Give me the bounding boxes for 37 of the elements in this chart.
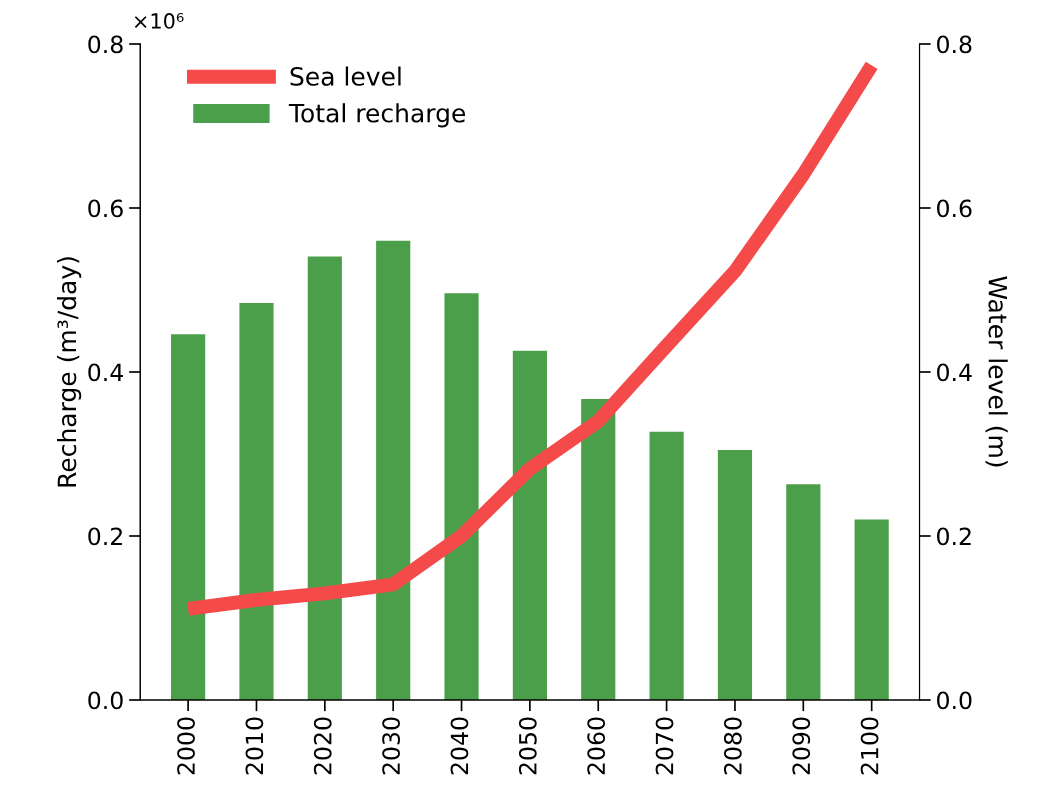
bar: [307, 256, 342, 700]
bar: [717, 449, 753, 700]
y-tick-label: 0.2: [88, 527, 122, 546]
bar: [854, 519, 889, 700]
bar: [444, 293, 479, 700]
y-axis-title: Recharge (m³/day): [56, 257, 82, 487]
x-tick-label: 2020: [313, 717, 332, 775]
bar: [581, 399, 616, 700]
legend-label: Total recharge: [288, 103, 466, 128]
x-tick-label: 2060: [587, 717, 606, 775]
bar: [512, 350, 547, 700]
legend-label: Sea level: [290, 66, 401, 86]
y2-tick-label: 0.8: [937, 35, 972, 54]
x-tick-label: 2090: [792, 717, 811, 775]
text: ×10⁶: [134, 13, 184, 29]
y-tick-label: 0.6: [88, 199, 123, 218]
y2-tick-label: 0.0: [937, 691, 972, 710]
y2-tick-label: 0.4: [937, 363, 972, 382]
x-tick-label: 2070: [655, 717, 674, 775]
x-tick-label: 2000: [177, 717, 195, 775]
bar: [171, 334, 206, 700]
y-tick-label: 0.0: [88, 691, 123, 710]
x-tick-label: 2040: [450, 717, 469, 775]
x-tick-label: 2010: [245, 717, 264, 775]
y2-tick-label: 0.6: [937, 199, 972, 218]
bar: [376, 240, 411, 700]
y2-tick-label: 0.2: [937, 527, 971, 546]
bar: [239, 303, 274, 700]
x-tick-label: 2080: [723, 717, 742, 775]
y-tick-label: 0.8: [88, 35, 123, 54]
x-tick-label: 2100: [860, 717, 879, 775]
bar: [786, 484, 821, 700]
x-tick-label: 2030: [382, 717, 401, 775]
bar: [649, 431, 684, 700]
y2-axis-title: Water level (m): [985, 276, 1008, 467]
x-tick-label: 2050: [518, 717, 537, 775]
y-tick-label: 0.4: [88, 363, 123, 382]
